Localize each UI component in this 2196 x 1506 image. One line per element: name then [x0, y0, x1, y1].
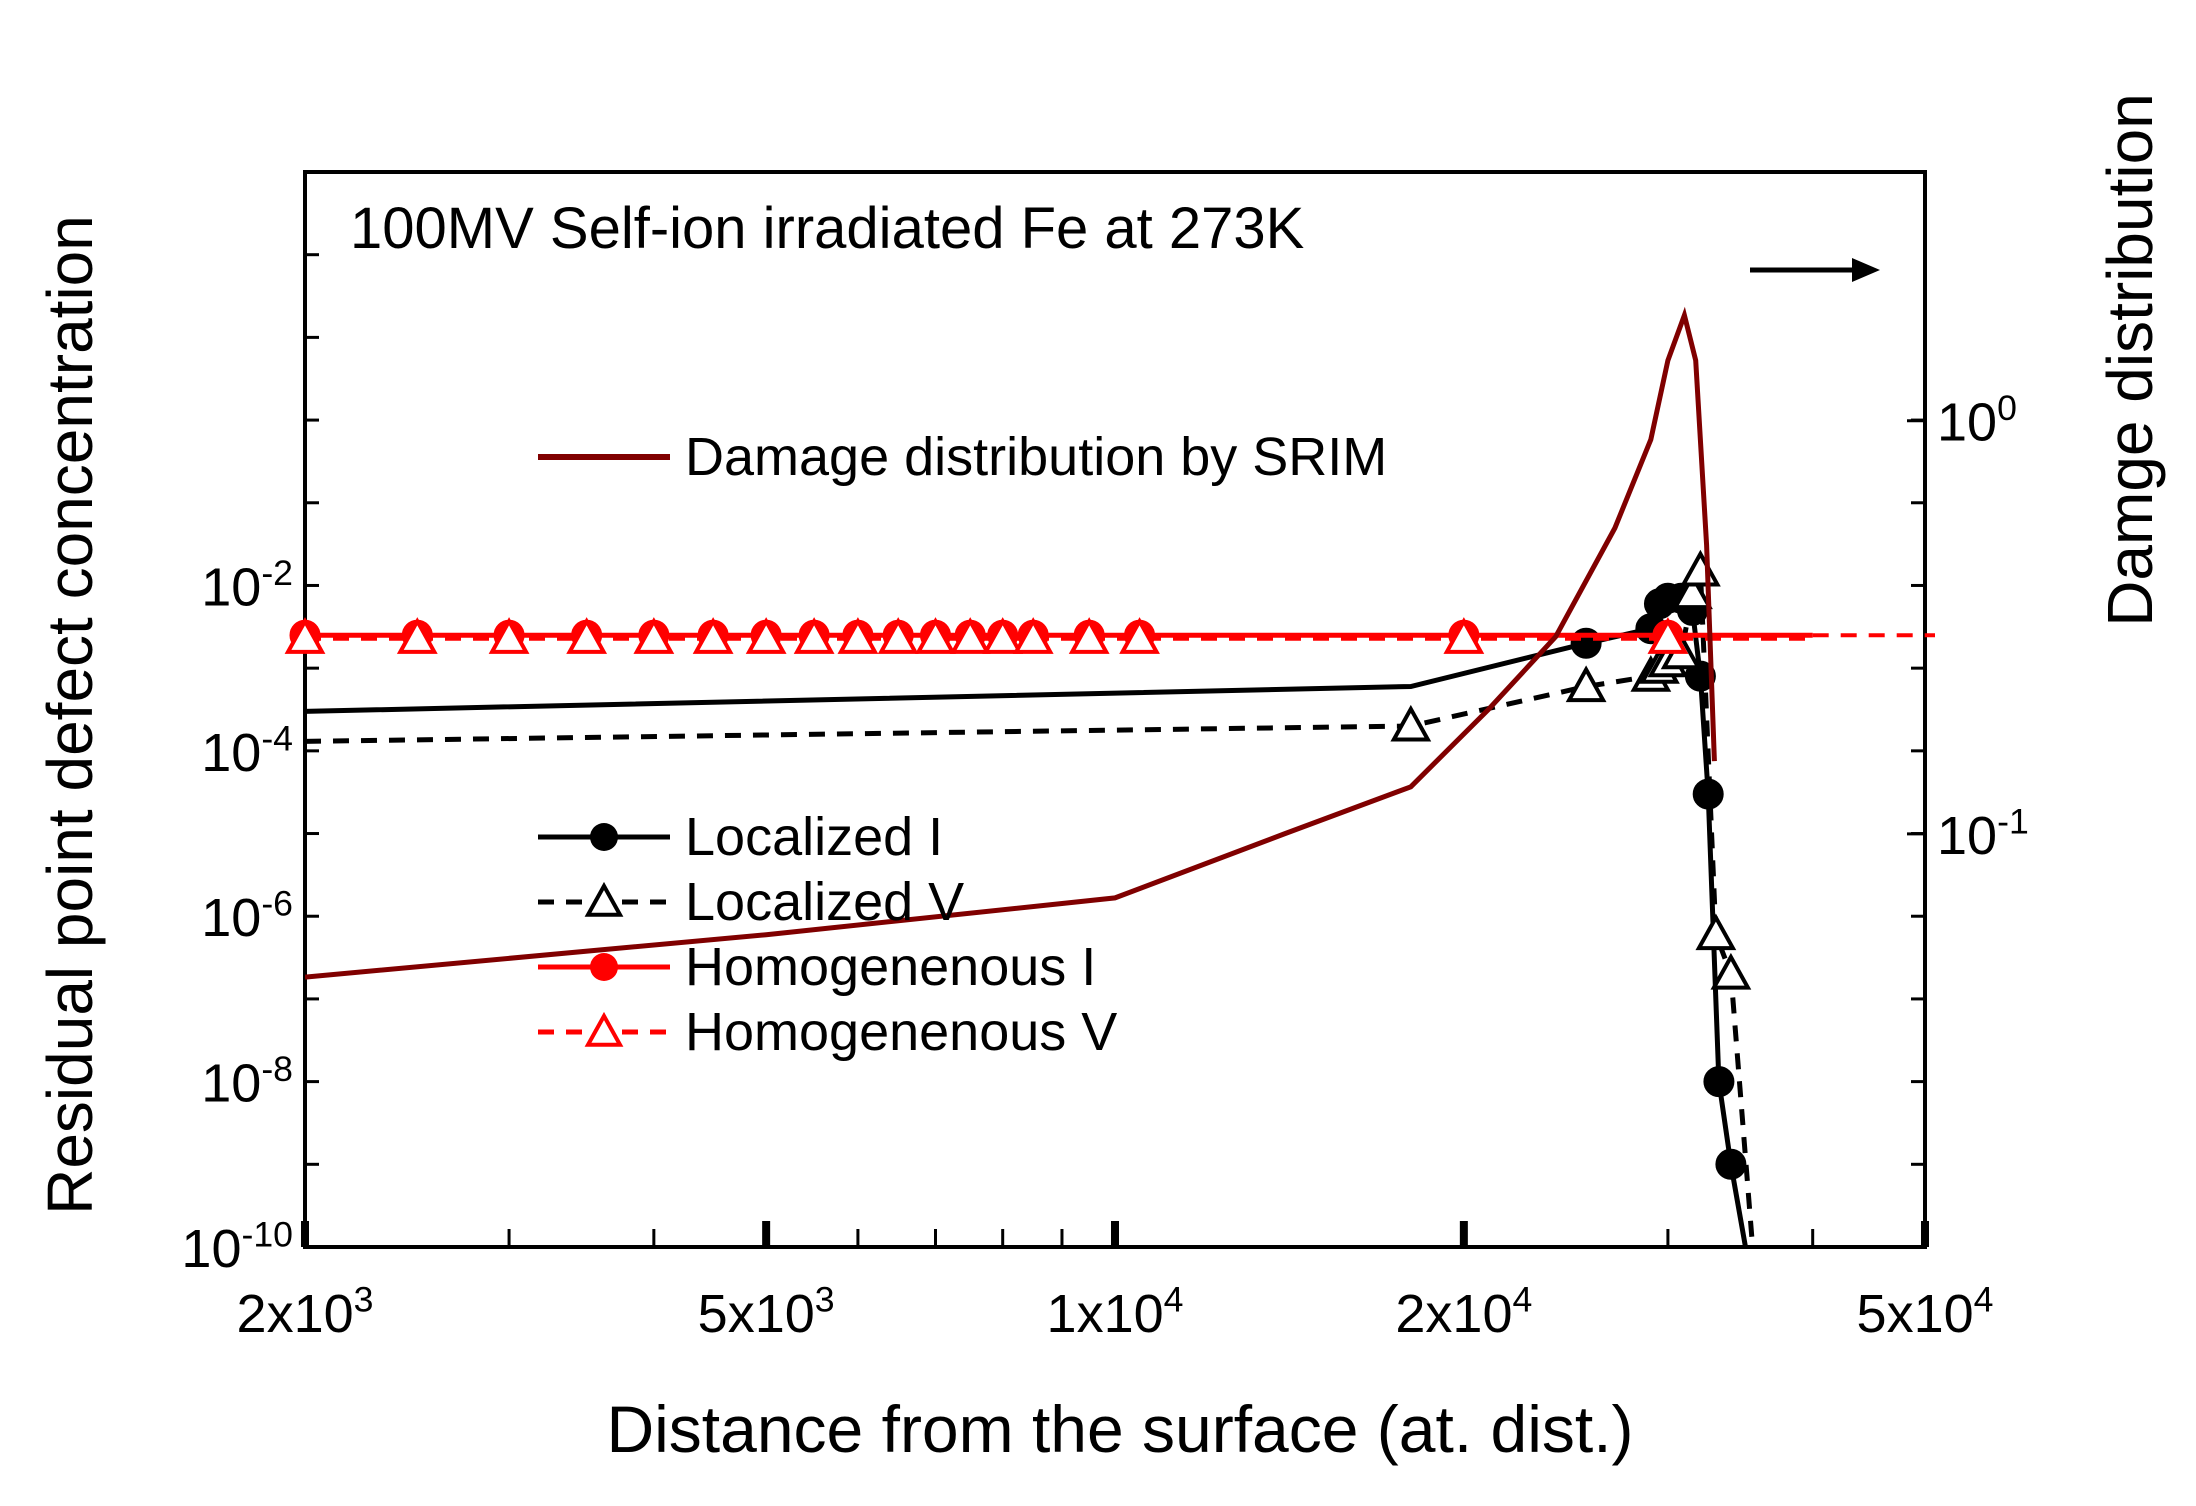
- point-marker: [1012, 617, 1054, 654]
- point-marker: [915, 617, 956, 654]
- y-tick-label: 10-10: [181, 1214, 293, 1279]
- legend-marker: [590, 823, 618, 851]
- series-group: [284, 306, 1935, 1247]
- legend-marker: [584, 1011, 624, 1047]
- y-tick-label: 10-2: [201, 553, 293, 618]
- point-marker: [837, 617, 879, 654]
- annotation-group: 100MV Self-ion irradiated Fe at 273K Dis…: [34, 93, 2166, 1466]
- point-marker: [949, 617, 991, 654]
- x-tick-label: 2x104: [1395, 1279, 1532, 1344]
- series-line-damage: [305, 306, 1717, 980]
- y2-tick-label: 10-1: [1937, 801, 2029, 866]
- point-marker: [877, 617, 919, 654]
- point-marker: [488, 617, 530, 654]
- point-marker: [1565, 665, 1607, 703]
- y2-tick-label: 100: [1937, 388, 2017, 453]
- point-marker: [692, 617, 734, 654]
- point-marker: [1647, 617, 1689, 654]
- x-tick-label: 5x103: [698, 1279, 835, 1344]
- y-tick-label: 10-4: [201, 718, 293, 783]
- x-axis-label: Distance from the surface (at. dist.): [606, 1392, 1633, 1466]
- point-marker: [1390, 704, 1432, 742]
- y-axis-label: Residual point defect concentration: [34, 215, 106, 1215]
- legend-label-homogeneous-i: Homogenenous I: [685, 937, 1096, 997]
- axis-frame-group: 2x103 5x103 1x104 2x104 5x104 10-10 10-8 10-6 10…: [181, 170, 2029, 1344]
- point-marker: [1119, 617, 1160, 654]
- point-marker: [633, 617, 675, 654]
- axis-arrow-head: [1852, 258, 1880, 282]
- point-marker: [1672, 572, 1713, 610]
- y2-axis-label: Damge distribution: [2094, 93, 2166, 627]
- legend-label-localized-i: Localized I: [685, 807, 943, 867]
- point-marker: [1443, 617, 1485, 654]
- point-marker: [793, 617, 835, 654]
- point-marker: [1703, 1066, 1735, 1098]
- point-marker: [1715, 1148, 1747, 1180]
- point-marker: [566, 617, 608, 654]
- y-tick-label: 10-8: [201, 1049, 293, 1114]
- chart-title: 100MV Self-ion irradiated Fe at 273K: [350, 196, 1305, 261]
- y-tick-label: 10-6: [201, 884, 293, 949]
- point-marker: [1710, 952, 1752, 990]
- point-marker: [396, 617, 438, 654]
- legend-label-homogeneous-v: Homogenenous V: [685, 1002, 1117, 1062]
- point-marker: [284, 617, 326, 654]
- series-line-0: [305, 595, 1748, 1247]
- point-marker: [1679, 549, 1721, 587]
- legend-label-localized-v: Localized V: [685, 872, 964, 932]
- legend-label-damage: Damage distribution by SRIM: [685, 427, 1387, 487]
- legend-marker: [590, 953, 618, 981]
- x-tick-label: 2x103: [237, 1279, 374, 1344]
- point-marker: [1695, 913, 1737, 951]
- x-tick-label: 1x104: [1047, 1279, 1184, 1344]
- plot-frame: [303, 170, 1927, 1249]
- point-marker: [1068, 617, 1110, 654]
- x-tick-label: 5x104: [1857, 1279, 1994, 1344]
- point-marker: [745, 617, 787, 654]
- point-marker: [982, 617, 1024, 654]
- legend-marker: [584, 881, 624, 917]
